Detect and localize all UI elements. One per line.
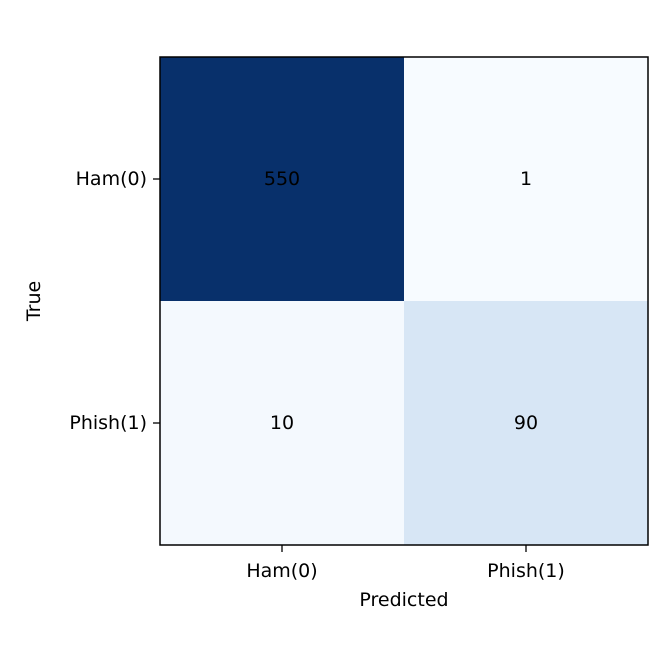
- cell-value-r1-c1: 90: [514, 412, 538, 434]
- x-tick-label: Ham(0): [246, 560, 317, 582]
- heatmap-cell-r0-c0: [160, 57, 404, 301]
- x-tick-label: Phish(1): [487, 560, 565, 582]
- cell-value-r0-c0: 550: [264, 168, 300, 190]
- y-tick-label: Ham(0): [76, 168, 147, 190]
- x-axis-label: Predicted: [359, 589, 448, 611]
- heatmap-cell-r1-c1: [404, 301, 648, 545]
- cell-value-r0-c1: 1: [520, 168, 532, 190]
- heatmap-cells: [160, 57, 648, 545]
- plot-frame: [159, 56, 649, 546]
- y-axis-ticks: Ham(0) Phish(1): [69, 168, 160, 434]
- y-tick-label: Phish(1): [69, 412, 147, 434]
- heatmap-cell-labels: 550 1 10 90: [264, 168, 538, 434]
- cell-value-r1-c0: 10: [270, 412, 294, 434]
- heatmap-cell-r0-c1: [404, 57, 648, 301]
- heatmap-cell-r1-c0: [160, 301, 404, 545]
- y-axis-label: True: [23, 281, 45, 322]
- x-axis-ticks: Ham(0) Phish(1): [246, 545, 565, 582]
